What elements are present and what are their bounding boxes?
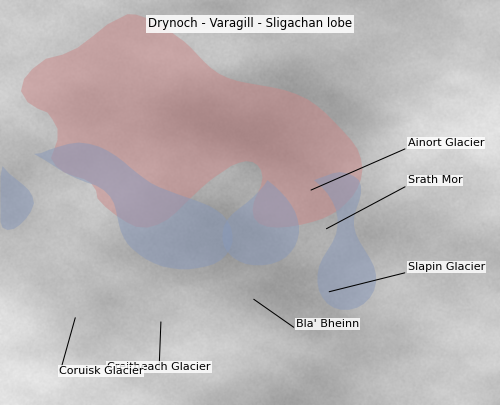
- Polygon shape: [314, 172, 376, 310]
- Polygon shape: [21, 14, 362, 228]
- Polygon shape: [222, 180, 299, 265]
- Text: Srath Mor: Srath Mor: [408, 175, 462, 185]
- Text: Coruisk Glacier: Coruisk Glacier: [59, 366, 144, 376]
- Text: Bla' Bheinn: Bla' Bheinn: [296, 319, 359, 329]
- Polygon shape: [34, 143, 232, 269]
- Polygon shape: [0, 166, 34, 230]
- Text: Ainort Glacier: Ainort Glacier: [408, 138, 484, 148]
- Text: Drynoch - Varagill - Sligachan lobe: Drynoch - Varagill - Sligachan lobe: [148, 17, 352, 30]
- Text: Slapin Glacier: Slapin Glacier: [408, 262, 485, 272]
- Text: Creitheach Glacier: Creitheach Glacier: [107, 362, 211, 372]
